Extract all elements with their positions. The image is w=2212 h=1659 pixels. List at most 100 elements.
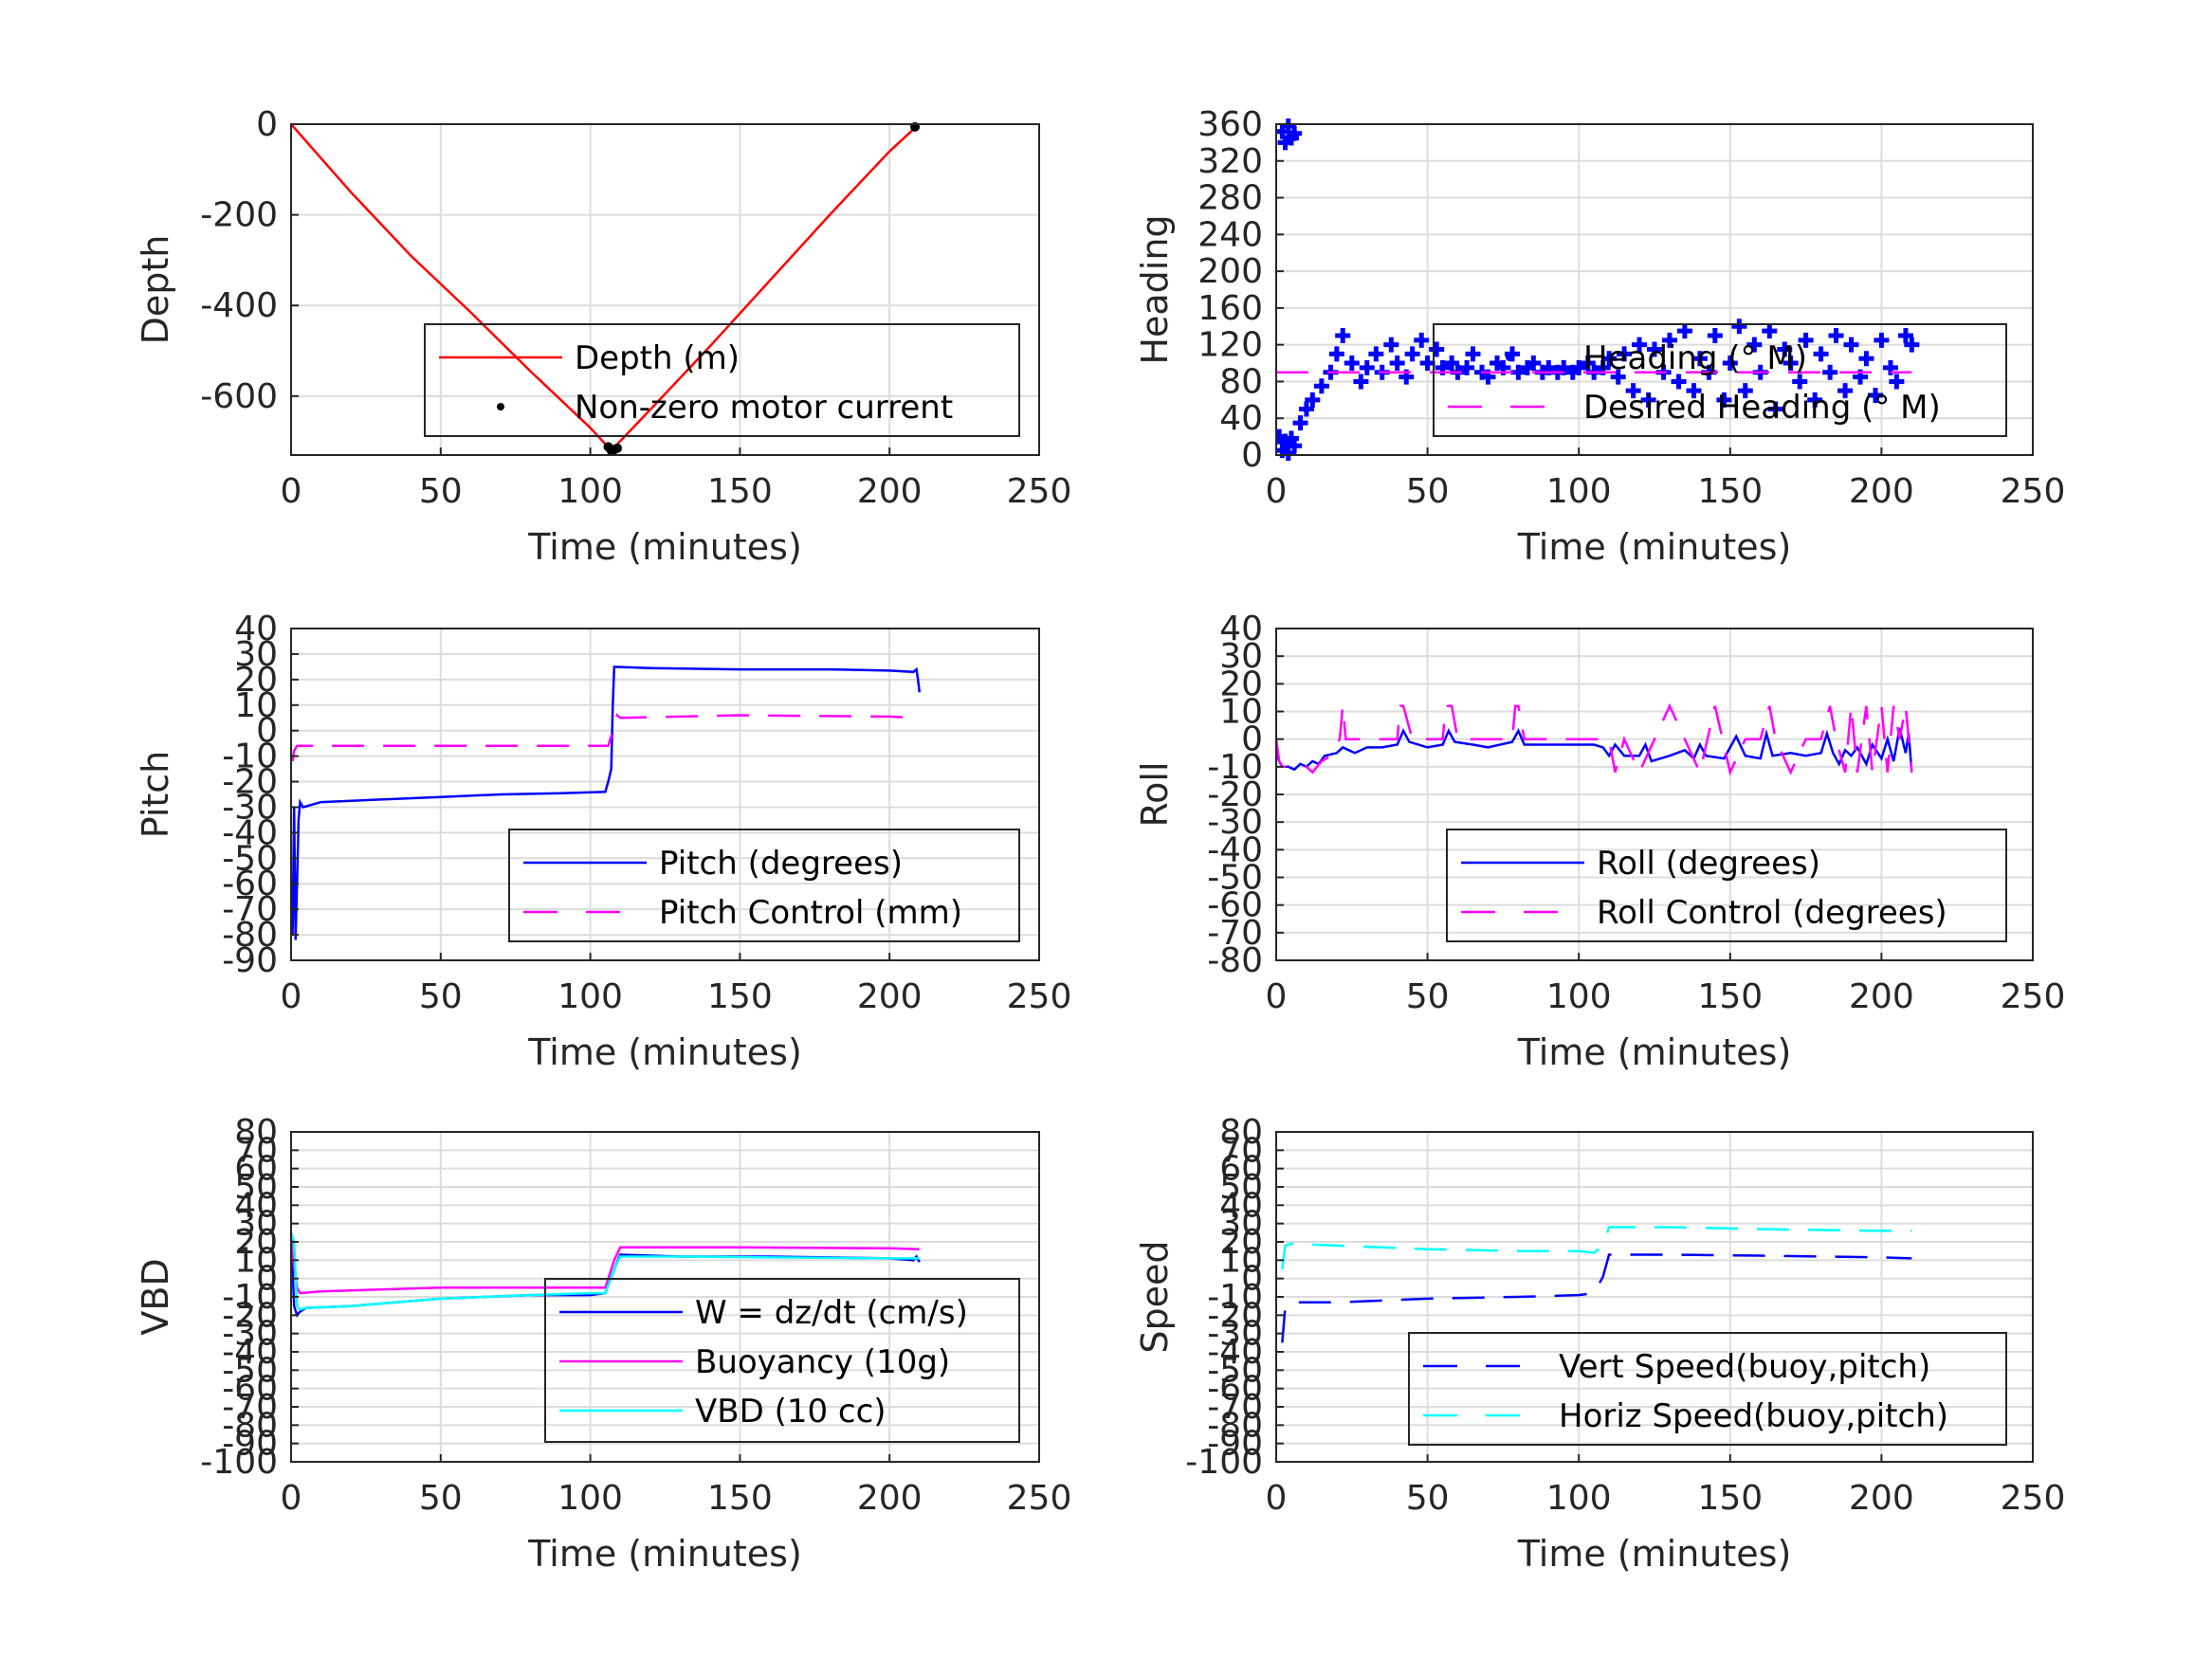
heading-marker [1298, 401, 1314, 417]
y-tick-label: 0 [1241, 1260, 1263, 1299]
plot-area [1276, 702, 1913, 776]
plot-area [1276, 118, 1920, 461]
y-tick-label: -90 [1207, 1425, 1263, 1464]
heading-marker [1792, 374, 1808, 390]
legend: Roll (degrees) Roll Control (degrees) [1446, 829, 2007, 942]
y-tick-label: -70 [1207, 1388, 1263, 1427]
y-tick-label: 40 [234, 1186, 278, 1225]
y-tick-label: -50 [222, 839, 278, 878]
heading-marker [1287, 125, 1303, 141]
legend: W = dz/dt (cm/s) Buoyancy (10g) VBD (10 cc… [544, 1278, 1020, 1443]
y-tick-label: 50 [1219, 1168, 1263, 1207]
y-tick-label: 70 [1219, 1131, 1263, 1170]
heading-marker [1335, 327, 1351, 343]
heading-marker [1580, 356, 1596, 372]
legend-entry: Depth (m) [575, 339, 740, 377]
plot-area [1281, 1226, 1912, 1343]
y-tick-label: -600 [200, 377, 278, 416]
y-tick-label: -40 [222, 813, 278, 852]
y-tick-label: -80 [1207, 1406, 1263, 1445]
series-line-1 [291, 1241, 920, 1295]
x-tick-label: 50 [1406, 977, 1450, 1016]
y-axis-label: Roll [1134, 761, 1176, 827]
axes-box [290, 628, 1040, 961]
legend-entry: Roll Control (degrees) [1597, 894, 1947, 932]
legend: Depth (m) Non-zero motor current [424, 323, 1020, 437]
y-tick-label: -30 [222, 1315, 278, 1354]
y-tick-label: -80 [1207, 941, 1263, 980]
y-tick-label: -50 [222, 1351, 278, 1390]
x-tick-label: 50 [419, 472, 463, 511]
y-tick-label: -70 [1207, 914, 1263, 953]
y-tick-label: 120 [1197, 326, 1263, 365]
y-tick-label: 40 [1219, 1186, 1263, 1225]
x-tick-label: 200 [857, 1479, 923, 1518]
y-tick-label: -70 [222, 1388, 278, 1427]
vbd-plot: 0 50 100 150 200 250-100-90-80-70-60-50-40-30… [135, 1113, 1071, 1575]
y-tick-label: -20 [1207, 1296, 1263, 1335]
y-tick-label: 0 [1241, 720, 1263, 759]
y-tick-label: 0 [256, 1260, 278, 1299]
series-line-0 [291, 665, 922, 940]
x-tick-label: 200 [857, 472, 923, 511]
heading-marker [1661, 332, 1677, 348]
heading-marker [1353, 374, 1369, 390]
heading-marker [1828, 327, 1844, 343]
heading-marker [1368, 346, 1384, 362]
heading-marker [1632, 337, 1648, 353]
y-tick-label: 60 [1219, 1150, 1263, 1189]
x-tick-label: 50 [419, 1479, 463, 1518]
heading-marker [1762, 323, 1778, 339]
plot-area [291, 665, 922, 940]
legend-box [1446, 829, 2007, 942]
heading-marker [1459, 359, 1475, 375]
x-tick-label: 250 [2001, 472, 2066, 511]
heading-marker [1777, 341, 1793, 357]
heading-marker [1419, 356, 1435, 372]
heading-marker [1344, 356, 1360, 372]
y-tick-label: -10 [1207, 1278, 1263, 1317]
x-tick-label: 100 [1546, 977, 1612, 1016]
heading-marker [1889, 374, 1905, 390]
heading-marker [1882, 359, 1898, 375]
y-tick-label: -100 [200, 1443, 278, 1482]
y-tick-label: 20 [234, 1223, 278, 1262]
y-tick-label: 80 [1219, 1113, 1263, 1152]
y-tick-label: -80 [222, 916, 278, 955]
series-line-2 [291, 1231, 920, 1311]
x-axis-label: Time (minutes) [527, 1031, 802, 1073]
x-tick-label: 250 [2001, 977, 2066, 1016]
legend-entry: Heading (° M) [1583, 339, 1807, 377]
heading-marker [1292, 415, 1308, 431]
y-tick-label: -50 [1207, 859, 1263, 898]
y-tick-label: -70 [222, 890, 278, 929]
x-tick-label: 250 [2001, 1479, 2066, 1518]
y-tick-label: -40 [1207, 830, 1263, 869]
y-tick-label: 10 [1219, 693, 1263, 732]
roll-plot: 0 50 100 150 200 250-80-70-60-50-40-30-20-100… [1134, 610, 2065, 1073]
y-tick-label: 160 [1197, 289, 1263, 328]
series-line-1 [1281, 1226, 1912, 1270]
legend-entry: Vert Speed(buoy,pitch) [1559, 1348, 1930, 1386]
heading-marker [1904, 337, 1920, 353]
y-tick-label: -20 [222, 1296, 278, 1335]
heading-marker [1640, 392, 1656, 408]
axes-box [1275, 123, 2034, 456]
y-tick-label: 10 [234, 1241, 278, 1280]
y-tick-label: 10 [234, 686, 278, 725]
heading-marker [1822, 364, 1838, 380]
heading-marker [1305, 392, 1321, 408]
pitch-plot: 0 50 100 150 200 250-90-80-70-60-50-40-30-20-… [135, 610, 1071, 1073]
y-tick-label: 60 [234, 1150, 278, 1189]
heading-marker [1526, 356, 1542, 372]
y-tick-label: -60 [1207, 1370, 1263, 1409]
heading-marker [1746, 337, 1763, 353]
x-tick-label: 100 [558, 472, 623, 511]
x-tick-label: 50 [1406, 1479, 1450, 1518]
y-tick-label: 0 [256, 712, 278, 751]
y-axis-label: VBD [135, 1258, 176, 1335]
legend-box [508, 829, 1020, 942]
x-tick-label: 0 [1266, 1479, 1288, 1518]
motor-current-marker [612, 443, 623, 453]
legend-entry: Pitch Control (mm) [659, 894, 962, 932]
